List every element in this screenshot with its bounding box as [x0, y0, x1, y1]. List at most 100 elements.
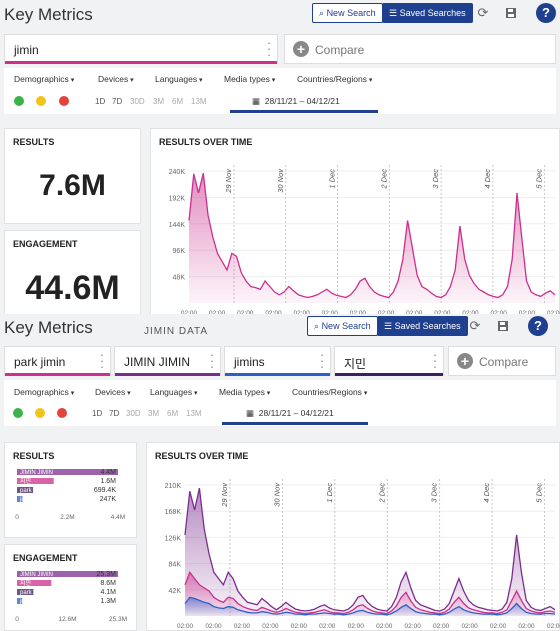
filter-countries[interactable]: Countries/Regions [297, 74, 372, 84]
filter-demographics[interactable]: Demographics [14, 74, 74, 84]
negative-sentiment-icon[interactable] [57, 408, 67, 418]
bar[interactable] [17, 589, 34, 595]
results-card: RESULTS JIMIN JIMIN 4.4M 지민 1.6M park jimin 6… [4, 442, 137, 538]
new-search-button[interactable]: ⌕ New Search [312, 3, 383, 23]
positive-sentiment-icon[interactable] [14, 96, 24, 106]
range-6m[interactable]: 6M [167, 409, 179, 418]
save-icon[interactable] [502, 4, 520, 22]
y-tick-label: 144K [169, 222, 186, 229]
x-tick-label: 02:00 [237, 310, 254, 314]
help-icon[interactable]: ? [536, 3, 556, 23]
query-box-4[interactable]: 지민 · · · [334, 346, 444, 376]
range-6m[interactable]: 6M [172, 97, 184, 106]
new-search-button[interactable]: ⌕ New Search [307, 316, 378, 336]
query-box-1[interactable]: park jimin · · · [4, 346, 111, 376]
x-tick-label: 02:00 [348, 623, 365, 630]
chart-title: RESULTS OVER TIME [155, 451, 249, 461]
saved-searches-button[interactable]: ☰ Saved Searches [382, 3, 473, 23]
query-text: jimins [234, 355, 265, 369]
series-area [189, 173, 555, 303]
range-3m[interactable]: 3M [153, 97, 165, 106]
x-tick-label: 02:00 [490, 623, 507, 630]
range-7d[interactable]: 7D [112, 97, 123, 106]
range-13m[interactable]: 13M [186, 409, 202, 418]
more-icon[interactable]: · · · [266, 35, 272, 62]
filter-devices[interactable]: Devices [95, 387, 131, 397]
save-icon[interactable] [494, 317, 512, 335]
range-30d[interactable]: 30D [130, 97, 145, 106]
bar[interactable] [17, 478, 54, 484]
bar-value-label: 699.4K [94, 487, 117, 494]
filter-languages[interactable]: Languages [155, 74, 203, 84]
bar-value-label: 1.3M [100, 598, 116, 605]
query-color-bar [5, 373, 110, 376]
filter-devices[interactable]: Devices [98, 74, 134, 84]
bar-value-label: 247K [100, 496, 117, 503]
query-color-bar [115, 373, 220, 376]
header: Key Metrics ⌕ New Search ☰ Saved Searche… [0, 0, 560, 28]
more-icon[interactable]: · · · [319, 347, 325, 374]
filter-media-types[interactable]: Media types [224, 74, 275, 84]
series-line[interactable] [184, 596, 556, 616]
filter-demographics[interactable]: Demographics [14, 387, 74, 397]
help-icon[interactable]: ? [528, 316, 548, 336]
more-icon[interactable]: · · · [99, 347, 105, 374]
negative-sentiment-icon[interactable] [59, 96, 69, 106]
range-7d[interactable]: 7D [109, 409, 120, 418]
bar-category-label: park jimin [20, 590, 46, 596]
day-marker-label: 30 Nov [276, 168, 285, 193]
day-marker-label: 3 Dec [431, 169, 440, 189]
x-tick-label: 02:00 [350, 310, 367, 314]
x-tick-label: 2.2M [60, 514, 74, 521]
bottom-panel: Key Metrics JIMIN DATA ⌕ New Search ☰ Sa… [0, 314, 560, 631]
bar[interactable] [17, 496, 23, 502]
filter-languages[interactable]: Languages [150, 387, 198, 397]
date-range-picker[interactable]: ▦ 28/11/21 – 04/12/21 [246, 408, 334, 418]
compare-button[interactable]: + Compare [448, 346, 556, 376]
query-box-3[interactable]: jimins · · · [224, 346, 331, 376]
x-tick-label: 4.4M [111, 514, 125, 521]
refresh-icon[interactable]: ⟳ [469, 318, 481, 333]
more-icon[interactable]: · · · [432, 347, 438, 374]
date-range-picker[interactable]: ▦ 28/11/21 – 04/12/21 [252, 96, 340, 106]
range-30d[interactable]: 30D [126, 409, 141, 418]
engagement-value: 44.6M [25, 269, 120, 307]
bar[interactable] [17, 598, 23, 604]
day-marker-label: 2 Dec [379, 169, 388, 190]
positive-sentiment-icon[interactable] [13, 408, 23, 418]
filter-media-types[interactable]: Media types [219, 387, 270, 397]
data-subtitle: JIMIN DATA [144, 326, 209, 337]
bar[interactable] [17, 469, 118, 475]
range-1d[interactable]: 1D [92, 409, 103, 418]
x-tick-label: 02:00 [322, 310, 339, 314]
neutral-sentiment-icon[interactable] [36, 96, 46, 106]
range-3m[interactable]: 3M [148, 409, 160, 418]
compare-button[interactable]: + Compare [284, 34, 556, 64]
engagement-bar-chart: JIMIN JIMIN 25.3M 지민 8.6M park jimin 4.1M jimi… [15, 571, 127, 623]
bar[interactable] [17, 580, 52, 586]
bar[interactable] [17, 571, 118, 577]
series-line[interactable] [184, 487, 556, 612]
bar-value-label: 25.3M [97, 571, 117, 578]
x-tick-label: 02:00 [434, 310, 451, 314]
top-panel: Key Metrics ⌕ New Search ☰ Saved Searche… [0, 0, 560, 314]
bar[interactable] [17, 487, 34, 493]
x-tick-label: 02:00 [293, 310, 310, 314]
range-1d[interactable]: 1D [95, 97, 106, 106]
query-box-2[interactable]: JIMIN JIMIN · · · [114, 346, 221, 376]
neutral-sentiment-icon[interactable] [35, 408, 45, 418]
saved-searches-button[interactable]: ☰ Saved Searches [377, 316, 468, 336]
filter-countries[interactable]: Countries/Regions [292, 387, 367, 397]
series-line[interactable] [188, 173, 556, 299]
series-line[interactable] [184, 570, 556, 615]
more-icon[interactable]: · · · [209, 347, 215, 374]
plus-icon: + [457, 353, 473, 369]
query-box[interactable]: jimin · · · [4, 34, 278, 64]
bar-category-label: JIMIN JIMIN [20, 572, 53, 578]
x-tick-label: 02:00 [491, 310, 508, 314]
results-title: RESULTS [13, 451, 55, 461]
y-tick-label: 42K [169, 588, 182, 595]
refresh-icon[interactable]: ⟳ [477, 5, 489, 20]
range-13m[interactable]: 13M [191, 97, 207, 106]
x-tick-label: 02:00 [461, 623, 478, 630]
